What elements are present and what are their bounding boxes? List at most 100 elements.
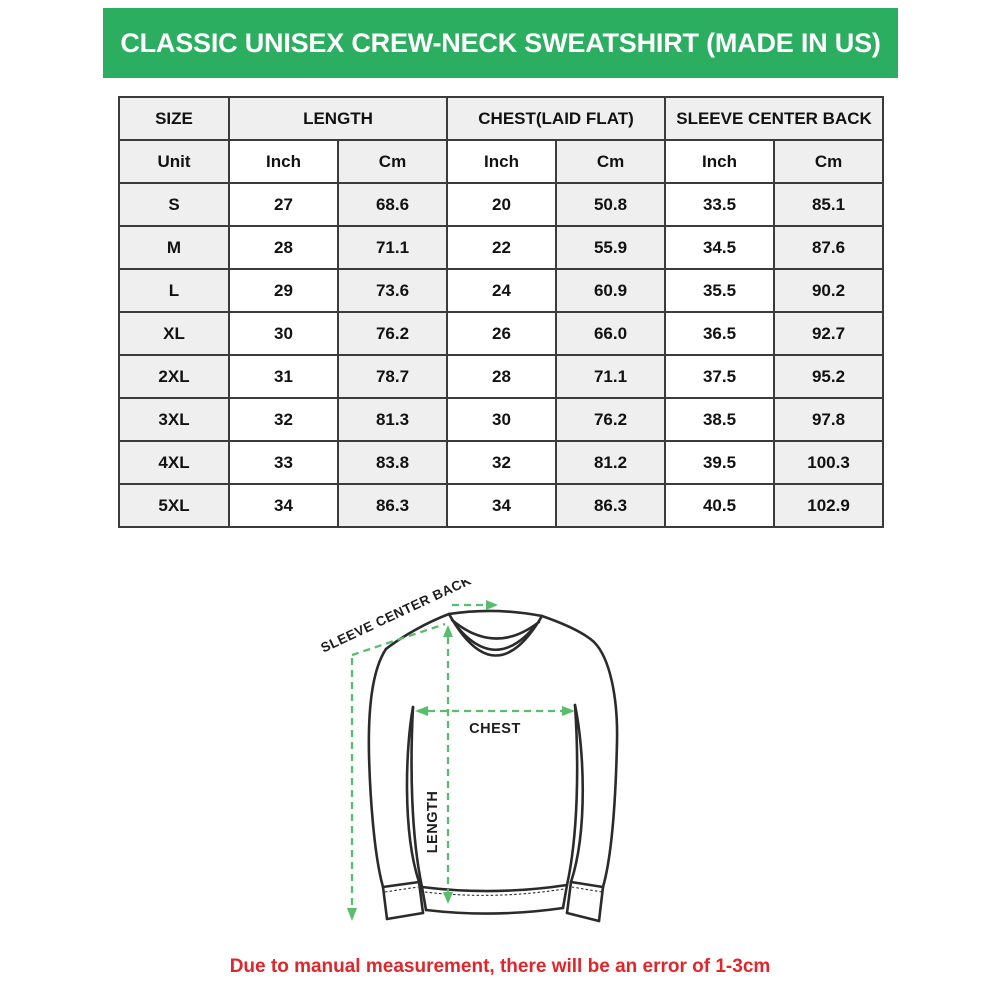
table-row: L 29 73.6 24 60.9 35.5 90.2 xyxy=(118,268,885,313)
value-cell: 38.5 xyxy=(664,397,776,442)
table-row: 3XL 32 81.3 30 76.2 38.5 97.8 xyxy=(118,397,885,442)
hem-band xyxy=(420,883,569,915)
col-header-chest: CHEST(LAID FLAT) xyxy=(446,96,667,141)
value-cell: 34 xyxy=(446,483,558,528)
value-cell: 24 xyxy=(446,268,558,313)
value-cell: 73.6 xyxy=(336,268,449,313)
arrowhead-right-icon xyxy=(562,706,575,716)
table-row: M 28 71.1 22 55.9 34.5 87.6 xyxy=(118,225,885,270)
value-cell: 100.3 xyxy=(773,440,885,485)
body-right-seam xyxy=(565,703,579,887)
size-cell: 3XL xyxy=(118,397,230,442)
value-cell: 20 xyxy=(446,182,558,227)
value-cell: 90.2 xyxy=(773,268,885,313)
value-cell: 30 xyxy=(228,311,339,356)
unit-cell: Cm xyxy=(773,139,885,184)
value-cell: 28 xyxy=(228,225,339,270)
size-cell: XL xyxy=(118,311,230,356)
value-cell: 40.5 xyxy=(664,483,776,528)
arrowhead-left-icon xyxy=(415,706,428,716)
value-cell: 34.5 xyxy=(664,225,776,270)
value-cell: 33 xyxy=(228,440,339,485)
arrowhead-right-icon xyxy=(486,600,498,610)
table-row: 5XL 34 86.3 34 86.3 40.5 102.9 xyxy=(118,483,885,528)
value-cell: 31 xyxy=(228,354,339,399)
value-cell: 27 xyxy=(228,182,339,227)
size-cell: M xyxy=(118,225,230,270)
arrowhead-down-icon xyxy=(443,892,453,904)
value-cell: 29 xyxy=(228,268,339,313)
value-cell: 87.6 xyxy=(773,225,885,270)
value-cell: 36.5 xyxy=(664,311,776,356)
table-row: S 27 68.6 20 50.8 33.5 85.1 xyxy=(118,182,885,227)
unit-cell: Cm xyxy=(336,139,449,184)
table-row: XL 30 76.2 26 66.0 36.5 92.7 xyxy=(118,311,885,356)
banner-title: CLASSIC UNISEX CREW-NECK SWEATSHIRT (MAD… xyxy=(120,27,881,58)
value-cell: 66.0 xyxy=(555,311,667,356)
value-cell: 68.6 xyxy=(336,182,449,227)
value-cell: 76.2 xyxy=(336,311,449,356)
value-cell: 55.9 xyxy=(555,225,667,270)
banner: CLASSIC UNISEX CREW-NECK SWEATSHIRT (MAD… xyxy=(103,8,898,78)
value-cell: 81.2 xyxy=(555,440,667,485)
value-cell: 32 xyxy=(228,397,339,442)
col-header-sleeve-center-back: SLEEVE CENTER BACK xyxy=(664,96,885,141)
length-label: LENGTH xyxy=(425,791,441,854)
value-cell: 78.7 xyxy=(336,354,449,399)
left-sleeve-outer-edge xyxy=(367,647,388,889)
table-row: 4XL 33 83.8 32 81.2 39.5 100.3 xyxy=(118,440,885,485)
value-cell: 85.1 xyxy=(773,182,885,227)
right-shoulder-line xyxy=(540,614,596,644)
unit-cell: Inch xyxy=(228,139,339,184)
left-cuff xyxy=(381,880,425,921)
value-cell: 50.8 xyxy=(555,182,667,227)
value-cell: 83.8 xyxy=(336,440,449,485)
size-table: SIZE LENGTH CHEST(LAID FLAT) SLEEVE CENT… xyxy=(118,96,885,528)
arrowhead-down-icon xyxy=(347,908,357,921)
sleeve-arrow-diagonal-segment xyxy=(351,622,446,657)
unit-cell: Inch xyxy=(664,139,776,184)
unit-row: Unit Inch Cm Inch Cm Inch Cm xyxy=(118,139,885,184)
table-row: 2XL 31 78.7 28 71.1 37.5 95.2 xyxy=(118,354,885,399)
right-cuff xyxy=(565,880,605,923)
value-cell: 71.1 xyxy=(555,354,667,399)
size-cell: 4XL xyxy=(118,440,230,485)
table-header-row: SIZE LENGTH CHEST(LAID FLAT) SLEEVE CENT… xyxy=(118,96,885,141)
measurement-note: Due to manual measurement, there will be… xyxy=(229,956,771,977)
value-cell: 35.5 xyxy=(664,268,776,313)
right-sleeve-outer-edge xyxy=(592,640,619,889)
size-cell: S xyxy=(118,182,230,227)
value-cell: 34 xyxy=(228,483,339,528)
value-cell: 60.9 xyxy=(555,268,667,313)
value-cell: 86.3 xyxy=(555,483,667,528)
value-cell: 22 xyxy=(446,225,558,270)
value-cell: 92.7 xyxy=(773,311,885,356)
value-cell: 33.5 xyxy=(664,182,776,227)
left-sleeve-inner-edge xyxy=(405,705,421,884)
sweatshirt-measurement-diagram: SLEEVE CENTER BACK CHEST LENGTH xyxy=(318,580,619,923)
size-cell: 2XL xyxy=(118,354,230,399)
value-cell: 28 xyxy=(446,354,558,399)
value-cell: 30 xyxy=(446,397,558,442)
unit-cell: Inch xyxy=(446,139,558,184)
value-cell: 37.5 xyxy=(664,354,776,399)
value-cell: 71.1 xyxy=(336,225,449,270)
value-cell: 95.2 xyxy=(773,354,885,399)
chest-label: CHEST xyxy=(469,721,521,737)
left-shoulder-line xyxy=(384,612,451,651)
value-cell: 86.3 xyxy=(336,483,449,528)
value-cell: 81.3 xyxy=(336,397,449,442)
col-header-length: LENGTH xyxy=(227,96,449,141)
body-left-seam xyxy=(410,705,424,889)
col-header-size: SIZE xyxy=(118,96,230,141)
arrowhead-up-icon xyxy=(443,625,453,637)
size-cell: 5XL xyxy=(118,483,230,528)
measurement-arrows xyxy=(347,600,575,921)
right-sleeve-inner-edge xyxy=(569,703,585,884)
value-cell: 76.2 xyxy=(555,397,667,442)
collar xyxy=(447,609,544,657)
unit-label-cell: Unit xyxy=(118,139,230,184)
value-cell: 97.8 xyxy=(773,397,885,442)
unit-cell: Cm xyxy=(555,139,667,184)
